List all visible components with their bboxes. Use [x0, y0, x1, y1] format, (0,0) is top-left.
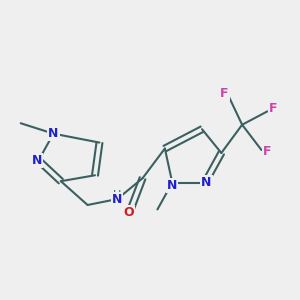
- Text: F: F: [269, 102, 278, 115]
- Text: F: F: [220, 87, 229, 100]
- Text: N: N: [167, 179, 178, 192]
- Text: N: N: [201, 176, 212, 189]
- Text: N: N: [48, 127, 59, 140]
- Text: N: N: [32, 154, 42, 167]
- Text: N: N: [112, 193, 122, 206]
- Text: F: F: [263, 145, 272, 158]
- Text: H: H: [113, 190, 122, 200]
- Text: O: O: [123, 206, 134, 219]
